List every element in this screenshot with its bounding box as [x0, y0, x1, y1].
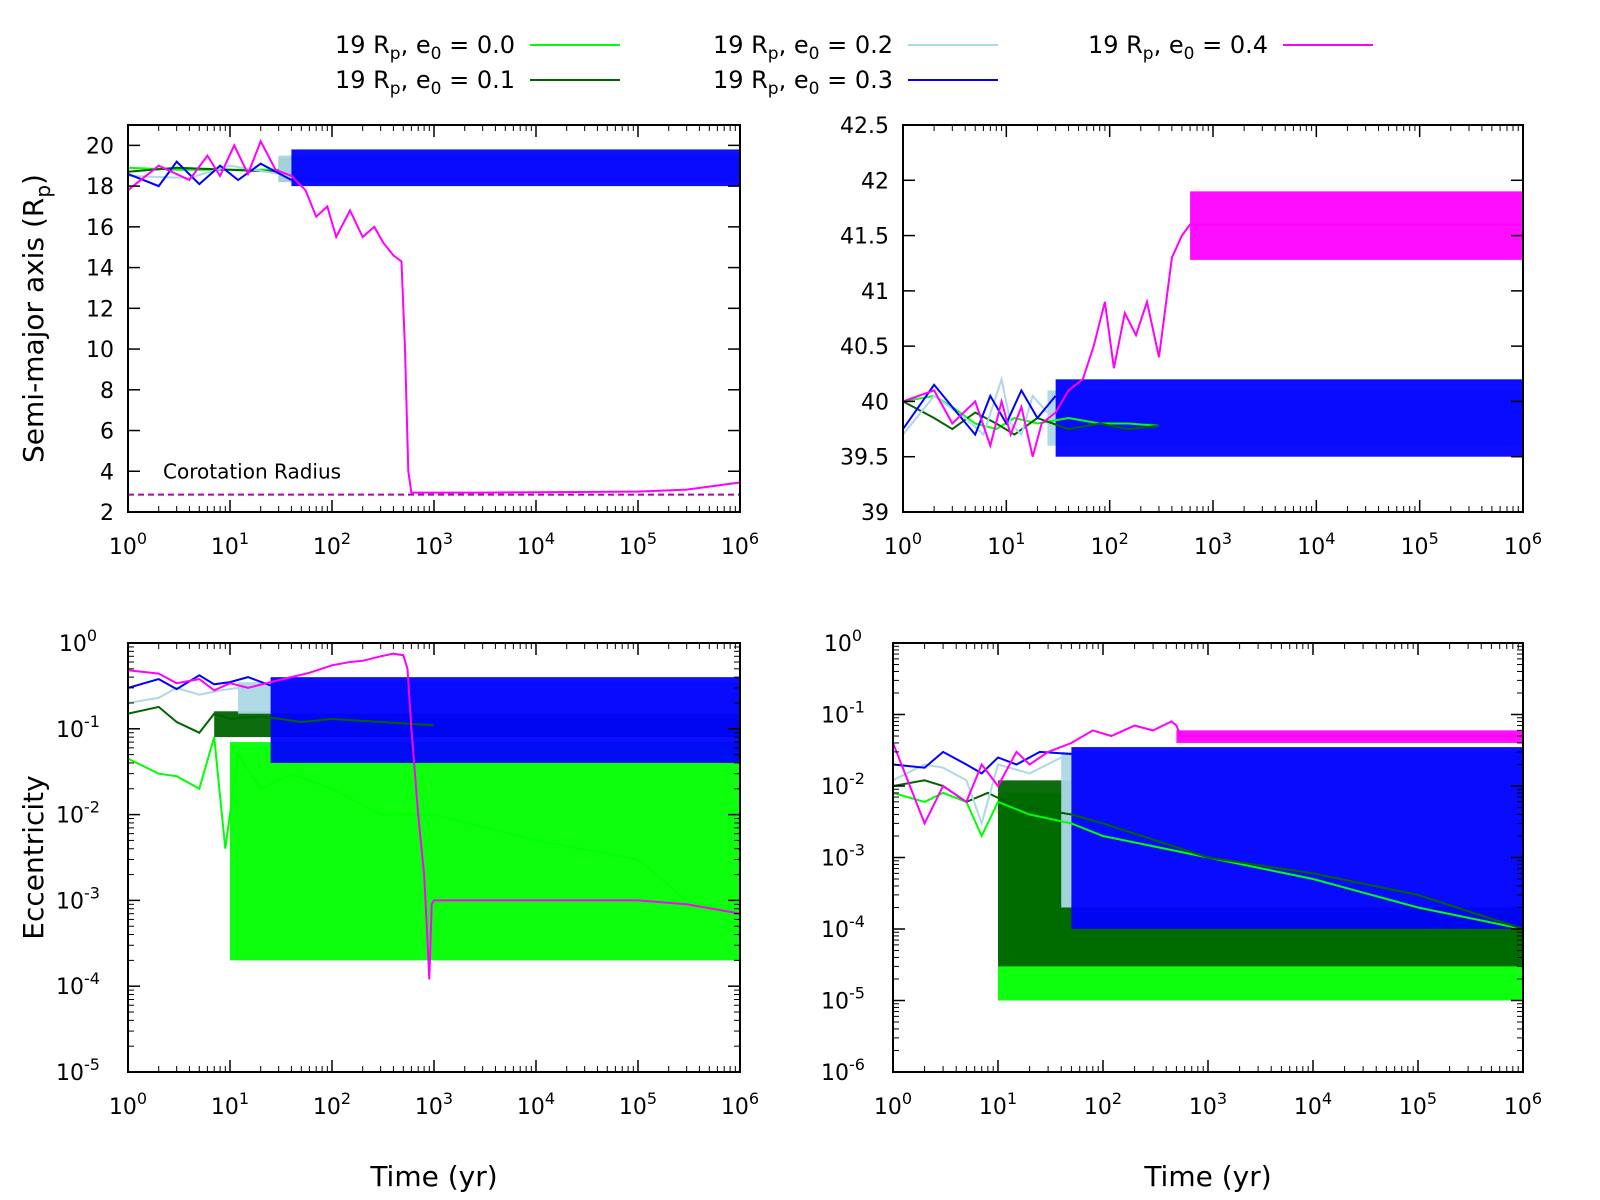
y-tick-label: 10-4	[56, 969, 100, 1000]
y-tick-label: 10-4	[821, 912, 865, 943]
y-tick-label: 41	[861, 280, 889, 305]
series-band-3	[1071, 747, 1523, 929]
x-tick-label: 103	[415, 529, 453, 560]
y-tick-label: 10-1	[821, 698, 865, 729]
x-tick-label: 106	[721, 529, 759, 560]
series-line-3	[128, 160, 292, 188]
series-line-4	[128, 652, 740, 980]
y-tick-label: 40.5	[840, 335, 889, 360]
x-tick-label: 104	[517, 1089, 555, 1120]
series-line-4	[893, 720, 1523, 826]
y-tick-label: 8	[100, 379, 114, 404]
x-axis-title: Time (yr)	[369, 1160, 497, 1193]
x-tick-label: 101	[211, 1089, 249, 1120]
x-tick-label: 104	[517, 529, 555, 560]
x-tick-label: 104	[1297, 529, 1335, 560]
x-tick-label: 102	[313, 1089, 351, 1120]
series-band-4	[1190, 191, 1523, 260]
x-tick-label: 100	[874, 1089, 912, 1120]
y-tick-label: 14	[86, 257, 114, 282]
series-line-3	[903, 383, 1057, 437]
plot-area	[893, 720, 1523, 1001]
y-tick-label: 42	[861, 169, 889, 194]
plot-area	[128, 652, 740, 980]
legend-label-1: 19 Rp, e0 = 0.1	[335, 66, 515, 99]
y-tick-label: 10-3	[56, 883, 100, 914]
series-band-3	[1055, 379, 1523, 457]
y-tick-label: 41.5	[840, 225, 889, 250]
y-tick-label: 10-5	[56, 1055, 100, 1086]
y-tick-label: 10-1	[56, 712, 100, 743]
y-tick-label: 10-6	[821, 1055, 865, 1086]
x-tick-label: 101	[979, 1089, 1017, 1120]
y-tick-label: 10-2	[56, 798, 100, 829]
y-tick-label: 40	[861, 390, 889, 415]
series-line-1	[128, 705, 435, 734]
plot-area	[903, 191, 1523, 457]
y-tick-label: 16	[86, 216, 114, 241]
y-tick-label: 12	[86, 297, 114, 322]
y-tick-label: 39.5	[840, 446, 889, 471]
y-tick-label: 20	[86, 134, 114, 159]
x-tick-label: 105	[619, 1089, 657, 1120]
x-tick-label: 101	[987, 529, 1025, 560]
series-band-3	[291, 149, 740, 187]
legend-label-2: 19 Rp, e0 = 0.2	[713, 31, 893, 64]
x-tick-label: 100	[884, 529, 922, 560]
legend-label-4: 19 Rp, e0 = 0.4	[1088, 31, 1268, 64]
x-tick-label: 103	[415, 1089, 453, 1120]
series-line-4	[903, 223, 1523, 457]
y-tick-label: 10-2	[821, 769, 865, 800]
series-line-0	[893, 791, 1523, 930]
y-tick-label: 100	[59, 626, 97, 657]
plot-area	[128, 138, 740, 494]
y-tick-label: 42.5	[840, 114, 889, 139]
corotation-label: Corotation Radius	[163, 460, 341, 484]
y-tick-label: 10-3	[821, 841, 865, 872]
x-tick-label: 105	[1399, 1089, 1437, 1120]
series-line-2	[128, 686, 261, 704]
legend-label-3: 19 Rp, e0 = 0.3	[713, 66, 893, 99]
x-tick-label: 101	[211, 529, 249, 560]
x-tick-label: 100	[109, 1089, 147, 1120]
x-tick-label: 106	[721, 1089, 759, 1120]
series-line-3	[893, 750, 1072, 775]
x-tick-label: 105	[1401, 529, 1439, 560]
y-tick-label: 4	[100, 460, 114, 485]
y-tick-label: 6	[100, 420, 114, 445]
series-line-4	[128, 138, 740, 494]
series-line-2	[128, 164, 279, 180]
legend-label-0: 19 Rp, e0 = 0.0	[335, 31, 515, 64]
x-tick-label: 102	[313, 529, 351, 560]
x-tick-label: 103	[1194, 529, 1232, 560]
series-band-0	[230, 742, 740, 961]
x-tick-label: 103	[1189, 1089, 1227, 1120]
y-tick-label: 18	[86, 175, 114, 200]
panel-semi-major-axis-right: 100 101 102 103 104 105 106 39 39.5 40 40.5 41 41.5 4…	[840, 114, 1542, 560]
y-tick-label: 10-5	[821, 984, 865, 1015]
x-tick-label: 106	[1504, 1089, 1542, 1120]
x-tick-label: 105	[619, 529, 657, 560]
y-axis-title: Eccentricity	[17, 775, 50, 939]
y-tick-label: 10	[86, 338, 114, 363]
panel-eccentricity-left: 100 101 102 103 104 105 106 100 10-1 10-2 10-3 10-4…	[17, 626, 759, 1193]
x-tick-label: 104	[1294, 1089, 1332, 1120]
series-line-3	[128, 674, 271, 691]
legend: 19 Rp, e0 = 0.019 Rp, e0 = 0.1 19 Rp, e0 …	[335, 31, 1373, 99]
panel-eccentricity-right: 100 101 102 103 104 105 106 100 10-1 10-2 10-3 10-4…	[821, 626, 1542, 1193]
series-line-2	[903, 375, 1049, 437]
y-axis-title: Semi-major axis (Rp)	[17, 174, 55, 463]
x-axis-title: Time (yr)	[1143, 1160, 1271, 1193]
x-tick-label: 106	[1504, 529, 1542, 560]
series-line-1	[903, 400, 1160, 436]
x-tick-label: 102	[1091, 529, 1129, 560]
y-tick-label: 39	[861, 501, 889, 526]
x-tick-label: 100	[109, 529, 147, 560]
x-tick-label: 102	[1084, 1089, 1122, 1120]
series-line-0	[128, 736, 740, 915]
y-tick-label: 2	[100, 501, 114, 526]
y-tick-label: 100	[824, 626, 862, 657]
